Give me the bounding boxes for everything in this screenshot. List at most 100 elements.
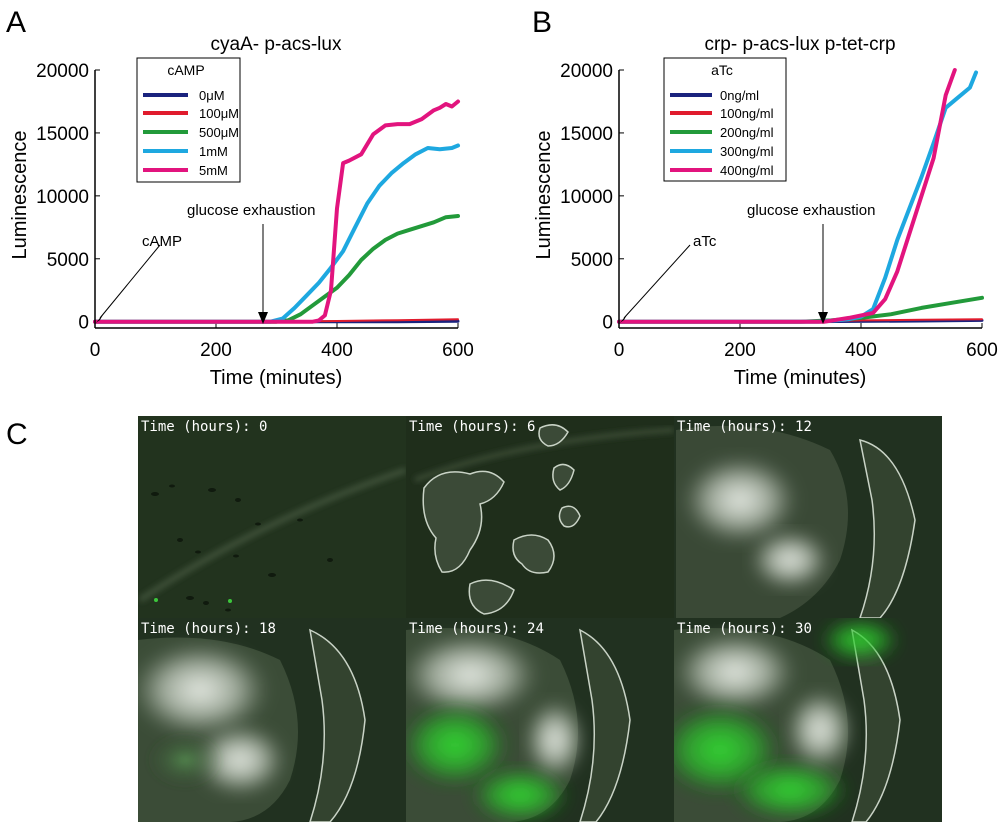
panel-label-c: C <box>6 418 28 451</box>
chart-b-ytick-label-2: 10000 <box>560 187 613 208</box>
chart-b-series-4 <box>617 68 957 324</box>
micrograph-frame-1-colony-5 <box>538 424 569 447</box>
micrograph-frame-3-white-zone <box>138 642 270 738</box>
chart-b-legend-label-4: 400ng/ml <box>720 163 774 178</box>
micrograph-frame-1-colony-1 <box>512 534 555 574</box>
micrograph-frame-4-white-zone-2 <box>525 700 585 780</box>
chart-b-ytick-label-1: 5000 <box>571 250 613 271</box>
micrograph-frame-1: Time (hours): 6 <box>406 416 674 618</box>
chart-b-ylabel: Luminescence <box>533 131 555 260</box>
chart-a-axes <box>94 70 458 329</box>
chart-a-legend-label-1: 100μM <box>199 106 239 121</box>
micrograph-frame-0-cells <box>151 484 333 612</box>
micrograph-frame-3-label: Time (hours): 18 <box>141 621 276 637</box>
micrograph-frame-1-colony-2 <box>552 463 575 491</box>
micrograph-frame-5-label: Time (hours): 30 <box>677 621 812 637</box>
chart-b-legend-box <box>663 57 787 182</box>
micrograph-frame-4-colony-2 <box>579 628 631 822</box>
chart-a-ylabel: Luminescence <box>9 131 31 260</box>
chart-a-ticks: 0 5000 10000 15000 20000 0 200 400 600 <box>36 61 474 361</box>
micrograph-frame-0-label: Time (hours): 0 <box>141 419 267 435</box>
chart-b-atc-annotation: aTc <box>693 233 717 250</box>
chart-b-xtick-label-2: 400 <box>845 340 877 361</box>
micrograph-frame-1-scratch <box>414 427 674 483</box>
chart-b-ytick-label-4: 20000 <box>560 61 613 82</box>
micrograph-frame-1-colony-4 <box>468 579 515 615</box>
chart-b-atc-arrow <box>623 244 691 319</box>
micrograph-frame-2-white-zone-2 <box>750 530 830 590</box>
micrograph-frame-2-colony-2 <box>859 438 916 618</box>
micrograph-frame-5: Time (hours): 30 <box>674 618 942 822</box>
chart-b-axes <box>618 70 982 329</box>
chart-b-ticks: 0 5000 10000 15000 20000 0 200 400 600 <box>560 61 998 361</box>
micrograph-grid: Time (hours): 0 Time (hours): 6 Time (h <box>138 416 942 822</box>
chart-b-lines <box>617 68 984 324</box>
micrograph-frame-0-scratch <box>138 467 406 603</box>
chart-b-legend-label-3: 300ng/ml <box>720 144 774 159</box>
chart-a-xtick-label-3: 600 <box>442 340 474 361</box>
chart-b-xtick-label-3: 600 <box>966 340 998 361</box>
chart-a-ytick-label-4: 20000 <box>36 61 89 82</box>
chart-a-xtick-label-2: 400 <box>321 340 353 361</box>
micrograph-frame-2-label: Time (hours): 12 <box>677 419 812 435</box>
micrograph-frame-4-green-zone-2 <box>470 767 570 822</box>
chart-a-legend-label-0: 0μM <box>199 88 225 103</box>
chart-a-camp-arrow <box>99 244 161 319</box>
chart-a-title: cyaA- p-acs-lux <box>211 34 342 55</box>
micrograph-frame-0-bg <box>138 416 406 618</box>
chart-b-series-2 <box>617 295 984 324</box>
chart-b-ytick-label-3: 15000 <box>560 124 613 145</box>
chart-b-legend-label-0: 0ng/ml <box>720 88 759 103</box>
micrograph-frame-3: Time (hours): 18 <box>138 618 406 822</box>
micrograph-frame-5-white-zone-2 <box>786 690 854 770</box>
micrograph-frame-2-white-zone <box>682 456 798 544</box>
micrograph-frame-1-colony-0 <box>422 470 505 573</box>
chart-a-series-4 <box>93 99 460 324</box>
micrograph-frame-3-colony-2 <box>309 628 366 822</box>
chart-b-legend-label-1: 100ng/ml <box>720 106 774 121</box>
micrograph-frame-5-colony-2 <box>851 628 901 822</box>
chart-a-xtick-label-1: 200 <box>200 340 232 361</box>
chart-a: cyaA- p-acs-lux Time (minutes) Luminesce… <box>9 34 474 389</box>
micrograph-frame-0-signal-2 <box>228 599 232 603</box>
chart-b-title: crp- p-acs-lux p-tet-crp <box>704 34 895 55</box>
chart-a-legend-label-2: 500μM <box>199 125 239 140</box>
chart-b-legend-label-2: 200ng/ml <box>720 125 774 140</box>
chart-b-legend: aTc 0ng/ml 100ng/ml 200ng/ml 300ng/ml 40… <box>663 57 787 182</box>
chart-a-ytick-label-1: 5000 <box>47 250 89 271</box>
micrograph-frame-1-label: Time (hours): 6 <box>409 419 535 435</box>
chart-a-lines <box>93 99 460 324</box>
chart-b: crp- p-acs-lux p-tet-crp Time (minutes) … <box>533 34 998 389</box>
chart-b-glucose-arrowhead <box>818 312 828 324</box>
chart-a-ytick-label-3: 15000 <box>36 124 89 145</box>
micrograph-frame-2: Time (hours): 12 <box>674 416 942 618</box>
chart-b-glucose-annotation: glucose exhaustion <box>747 202 875 219</box>
chart-b-xtick-label-0: 0 <box>614 340 625 361</box>
micrograph-frame-0-signal <box>154 598 158 602</box>
chart-b-atc-arrowhead <box>619 313 628 324</box>
micrograph-frame-5-white-zone <box>674 632 797 712</box>
chart-b-ytick-label-0: 0 <box>602 313 613 334</box>
chart-a-xtick-label-0: 0 <box>90 340 101 361</box>
chart-b-legend-title: aTc <box>711 62 733 78</box>
chart-a-camp-annotation: cAMP <box>142 233 182 250</box>
micrograph-frame-0: Time (hours): 0 <box>138 416 406 618</box>
chart-a-series-2 <box>93 214 460 324</box>
micrograph-frame-1-colonies <box>422 424 581 615</box>
chart-a-glucose-annotation: glucose exhaustion <box>187 202 315 219</box>
micrograph-frame-4-label: Time (hours): 24 <box>409 621 544 637</box>
panel-label-a: A <box>6 6 26 39</box>
chart-a-legend: cAMP 0μM 100μM 500μM 1mM 5mM <box>136 57 241 183</box>
micrograph-frame-4-green-zone <box>406 703 510 787</box>
chart-a-legend-title: cAMP <box>167 62 204 78</box>
chart-a-ytick-label-2: 10000 <box>36 187 89 208</box>
chart-a-legend-box <box>136 57 241 183</box>
chart-a-camp-arrowhead <box>95 313 104 324</box>
chart-a-ytick-label-0: 0 <box>78 313 89 334</box>
panel-label-b: B <box>532 6 552 39</box>
chart-a-xlabel: Time (minutes) <box>210 367 343 389</box>
chart-a-legend-label-3: 1mM <box>199 144 228 159</box>
micrograph-frame-5-green-zone-2 <box>730 760 850 820</box>
micrograph-frame-5-green-zone-3 <box>820 618 900 662</box>
